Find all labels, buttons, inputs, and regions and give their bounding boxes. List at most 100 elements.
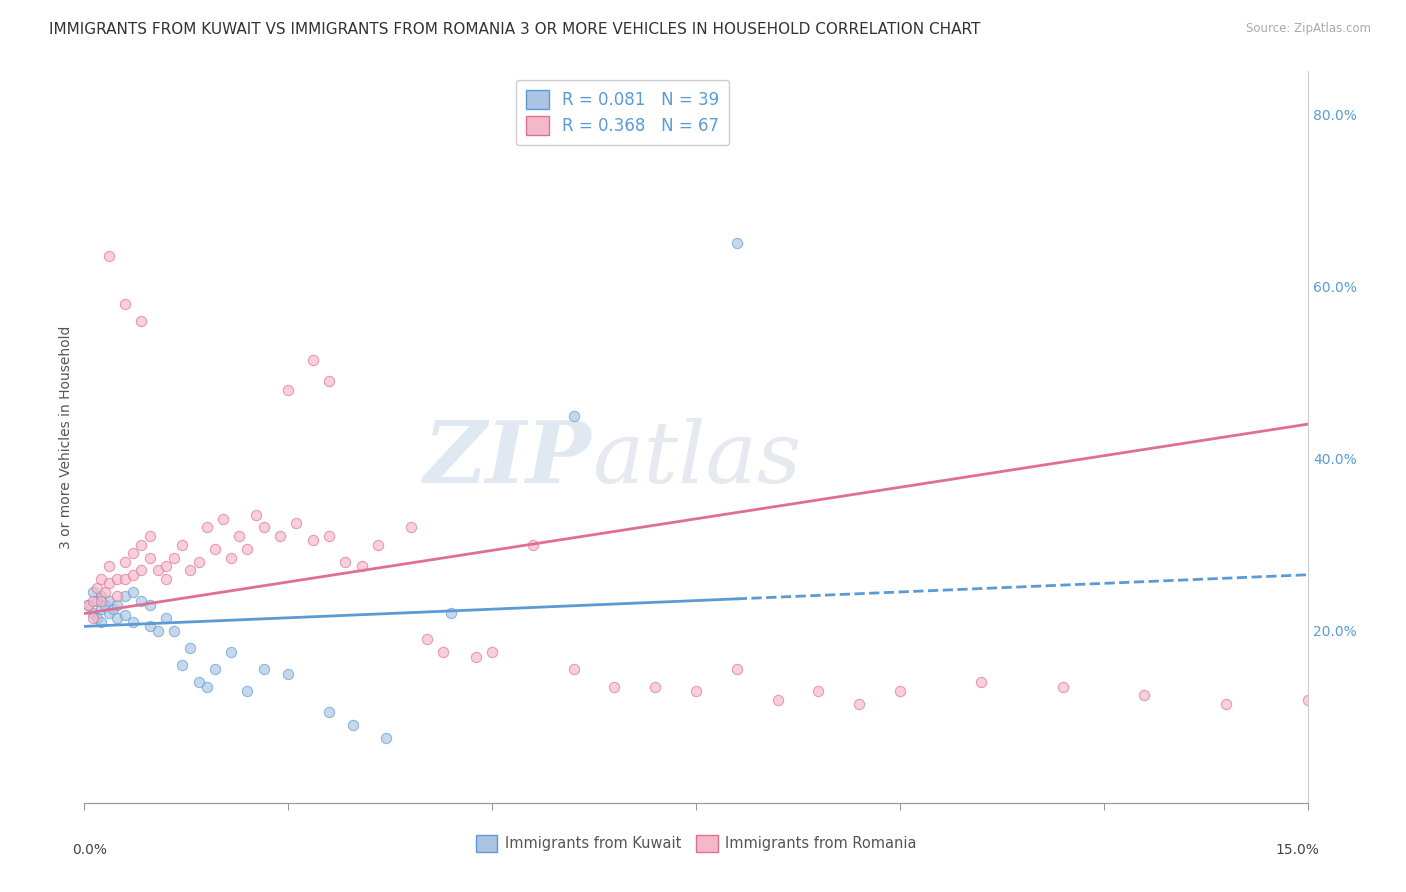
Point	[219, 645, 242, 659]
Point	[725, 236, 748, 251]
Point	[138, 529, 160, 543]
Point	[889, 684, 911, 698]
Point	[179, 564, 201, 578]
Point	[236, 541, 259, 556]
Point	[440, 607, 463, 621]
Point	[122, 546, 145, 560]
Point	[187, 555, 209, 569]
Point	[766, 692, 789, 706]
Point	[253, 662, 276, 676]
Point	[1133, 688, 1156, 702]
Y-axis label: 3 or more Vehicles in Household: 3 or more Vehicles in Household	[59, 326, 73, 549]
Point	[644, 680, 666, 694]
Point	[97, 593, 120, 607]
Point	[101, 602, 124, 616]
Point	[970, 675, 993, 690]
Point	[481, 645, 503, 659]
Point	[122, 615, 145, 629]
Point	[114, 572, 136, 586]
Point	[86, 611, 108, 625]
Point	[172, 538, 194, 552]
Point	[464, 649, 486, 664]
Point	[285, 516, 308, 530]
Point	[90, 615, 112, 629]
Point	[212, 512, 235, 526]
Point	[204, 541, 226, 556]
Point	[163, 624, 186, 638]
Point	[138, 619, 160, 633]
Point	[138, 598, 160, 612]
Point	[82, 607, 104, 621]
Point	[90, 602, 112, 616]
Point	[97, 249, 120, 263]
Point	[90, 589, 112, 603]
Point	[138, 550, 160, 565]
Point	[318, 529, 340, 543]
Point	[163, 550, 186, 565]
Point	[105, 572, 128, 586]
Point	[114, 296, 136, 310]
Point	[1052, 680, 1074, 694]
Point	[122, 567, 145, 582]
Point	[86, 593, 108, 607]
Point	[195, 520, 218, 534]
Point	[105, 598, 128, 612]
Point	[725, 662, 748, 676]
Point	[301, 533, 323, 548]
Point	[82, 611, 104, 625]
Point	[179, 640, 201, 655]
Point	[97, 607, 120, 621]
Point	[77, 598, 100, 612]
Point	[562, 662, 585, 676]
Point	[97, 576, 120, 591]
Point	[86, 581, 108, 595]
Point	[807, 684, 830, 698]
Point	[90, 593, 112, 607]
Point	[82, 593, 104, 607]
Point	[122, 585, 145, 599]
Legend: Immigrants from Kuwait, Immigrants from Romania: Immigrants from Kuwait, Immigrants from …	[470, 830, 922, 858]
Point	[146, 624, 169, 638]
Text: 0.0%: 0.0%	[72, 843, 107, 857]
Point	[367, 538, 389, 552]
Text: ZIP: ZIP	[425, 417, 592, 500]
Point	[416, 632, 439, 647]
Point	[155, 572, 177, 586]
Point	[82, 585, 104, 599]
Point	[131, 564, 153, 578]
Point	[301, 352, 323, 367]
Point	[1215, 697, 1237, 711]
Point	[131, 593, 153, 607]
Point	[375, 731, 398, 746]
Point	[204, 662, 226, 676]
Point	[187, 675, 209, 690]
Point	[848, 697, 870, 711]
Point	[335, 555, 357, 569]
Text: IMMIGRANTS FROM KUWAIT VS IMMIGRANTS FROM ROMANIA 3 OR MORE VEHICLES IN HOUSEHOL: IMMIGRANTS FROM KUWAIT VS IMMIGRANTS FRO…	[49, 22, 980, 37]
Point	[236, 684, 259, 698]
Text: 15.0%: 15.0%	[1275, 843, 1320, 857]
Point	[105, 589, 128, 603]
Point	[131, 538, 153, 552]
Point	[114, 555, 136, 569]
Point	[195, 680, 218, 694]
Point	[105, 611, 128, 625]
Point	[245, 508, 267, 522]
Point	[342, 718, 364, 732]
Point	[97, 559, 120, 574]
Point	[77, 598, 100, 612]
Point	[131, 314, 153, 328]
Point	[90, 572, 112, 586]
Point	[432, 645, 454, 659]
Point	[277, 383, 299, 397]
Point	[350, 559, 373, 574]
Point	[318, 706, 340, 720]
Point	[399, 520, 422, 534]
Point	[219, 550, 242, 565]
Point	[269, 529, 291, 543]
Point	[603, 680, 626, 694]
Point	[253, 520, 276, 534]
Point	[93, 598, 115, 612]
Point	[172, 658, 194, 673]
Point	[155, 559, 177, 574]
